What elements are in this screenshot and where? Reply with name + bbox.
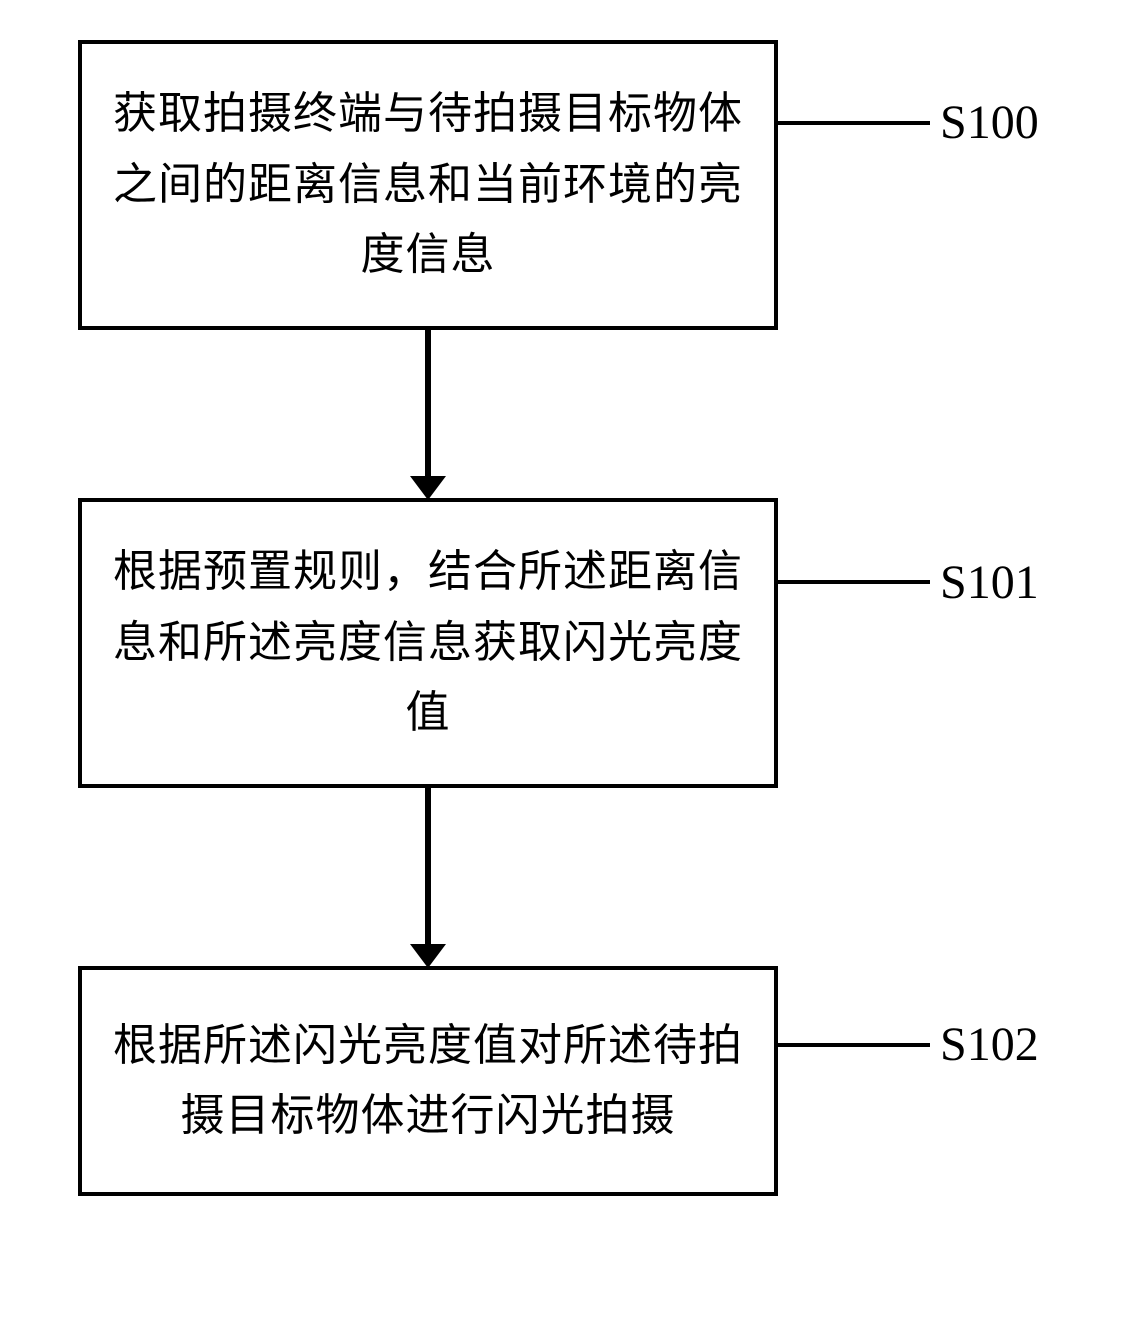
arrow-head-icon: [410, 476, 446, 500]
leader-line: [778, 1043, 930, 1047]
step-text: 根据预置规则，结合所述距离信息和所述亮度信息获取闪光亮度值: [112, 537, 744, 748]
arrow-head-icon: [410, 944, 446, 968]
flowchart-arrow: [425, 788, 431, 946]
step-label: S102: [940, 1017, 1039, 1072]
flowchart-step: 根据所述闪光亮度值对所述待拍摄目标物体进行闪光拍摄: [78, 966, 778, 1196]
leader-line: [778, 121, 930, 125]
flowchart-arrow: [425, 330, 431, 478]
step-text: 根据所述闪光亮度值对所述待拍摄目标物体进行闪光拍摄: [112, 1011, 744, 1152]
flowchart-container: 获取拍摄终端与待拍摄目标物体之间的距离信息和当前环境的亮度信息 S100 根据预…: [0, 0, 1137, 1323]
flowchart-step: 获取拍摄终端与待拍摄目标物体之间的距离信息和当前环境的亮度信息: [78, 40, 778, 330]
leader-line: [778, 580, 930, 584]
flowchart-step: 根据预置规则，结合所述距离信息和所述亮度信息获取闪光亮度值: [78, 498, 778, 788]
step-label: S100: [940, 95, 1039, 150]
step-text: 获取拍摄终端与待拍摄目标物体之间的距离信息和当前环境的亮度信息: [112, 79, 744, 290]
step-label: S101: [940, 555, 1039, 610]
